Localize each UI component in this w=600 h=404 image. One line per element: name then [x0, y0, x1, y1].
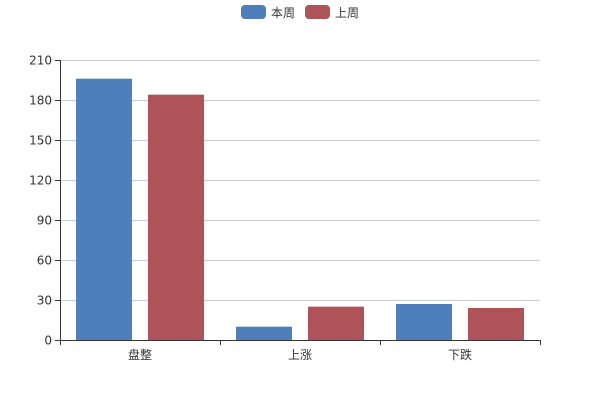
- y-tick-label: 90: [37, 214, 52, 228]
- legend-label: 上周: [335, 6, 359, 20]
- bar-0-1: [236, 326, 292, 340]
- legend-swatch: [241, 5, 266, 19]
- y-tick-label: 120: [29, 174, 52, 188]
- legend-swatch: [305, 5, 330, 19]
- legend-label: 本周: [271, 6, 295, 20]
- y-tick-label: 0: [44, 334, 52, 348]
- x-tick-label: 下跌: [448, 347, 472, 362]
- y-tick-label: 30: [37, 294, 52, 308]
- y-tick-label: 60: [37, 254, 52, 268]
- y-tick-label: 150: [29, 134, 52, 148]
- x-tick-label: 盘整: [128, 347, 152, 362]
- bar-0-0: [76, 78, 132, 341]
- y-tick-label: 210: [29, 54, 52, 68]
- bar-1-2: [468, 308, 524, 340]
- x-tick-label: 上涨: [288, 347, 312, 362]
- bar-1-0: [148, 94, 204, 341]
- y-tick-label: 180: [29, 94, 52, 108]
- bar-1-1: [308, 306, 364, 340]
- bar-0-2: [396, 304, 452, 340]
